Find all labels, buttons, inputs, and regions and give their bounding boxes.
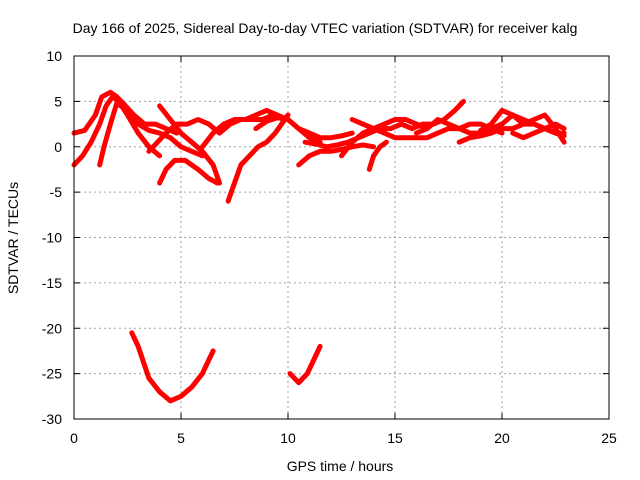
series-line-track-2 [71, 89, 180, 136]
x-axis-label: GPS time / hours [287, 458, 394, 474]
y-tick-label: 10 [46, 48, 62, 64]
series-group [71, 89, 567, 404]
series-line-track-13 [349, 117, 505, 141]
y-tick-label: -15 [42, 275, 62, 291]
series-line-track-10 [296, 142, 377, 168]
series-line-track-20 [287, 343, 323, 386]
chart-title: Day 166 of 2025, Sidereal Day-to-day VTE… [73, 20, 578, 36]
y-tick-label: 5 [54, 93, 62, 109]
series-line-track-6 [146, 112, 287, 154]
series-line-track-4 [157, 103, 222, 186]
x-tick-label: 15 [387, 430, 403, 446]
y-tick-label: -5 [50, 184, 63, 200]
y-tick-label: -25 [42, 366, 62, 382]
y-tick-label: 0 [54, 139, 62, 155]
y-tick-label: -30 [42, 411, 62, 427]
series-line-track-5 [157, 157, 220, 186]
grid [74, 56, 609, 419]
x-tick-label: 0 [70, 430, 78, 446]
y-tick-label: -20 [42, 320, 62, 336]
x-tick-label: 25 [601, 430, 617, 446]
series-line-track-12 [339, 117, 430, 159]
y-axis-label: SDTVAR / TECUs [5, 182, 21, 294]
series-line-track-16 [456, 121, 567, 145]
series-line-track-14 [366, 139, 389, 172]
series-line-track-8 [225, 112, 291, 204]
x-tick-label: 5 [177, 430, 185, 446]
series-line-track-18 [510, 121, 567, 141]
y-tick-label: -10 [42, 230, 62, 246]
x-tick-label: 10 [280, 430, 296, 446]
tick-labels: 0 5 10 15 20 25 -30 -25 -20 -15 -10 -5 0 5 10 [42, 48, 617, 446]
series-line-track-3 [97, 100, 205, 168]
ticks [73, 55, 610, 420]
series-line-track-9 [253, 115, 355, 141]
x-tick-label: 20 [494, 430, 510, 446]
series-line-track-19 [129, 330, 216, 404]
